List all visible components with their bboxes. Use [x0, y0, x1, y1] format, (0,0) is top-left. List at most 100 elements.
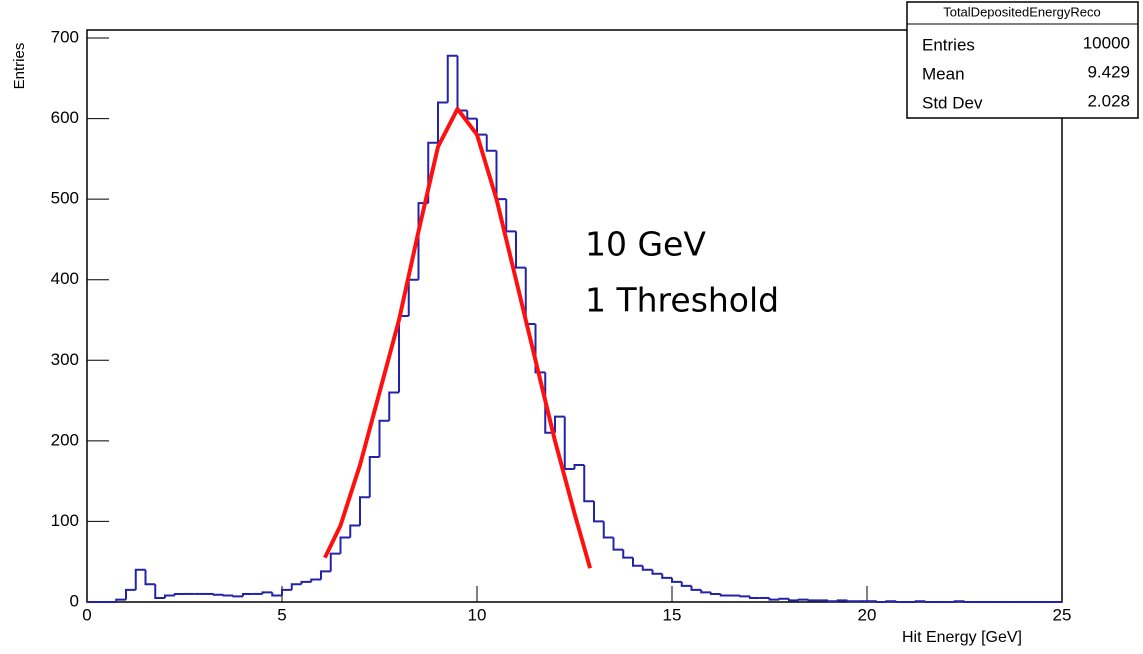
fit-curve [323, 106, 593, 569]
histogram-bin [173, 592, 185, 596]
annotation: 10 GeV [585, 225, 706, 264]
histogram-bin [612, 537, 624, 551]
histogram-bin [212, 593, 224, 596]
histogram-bin [739, 595, 750, 598]
histogram-bin [895, 601, 906, 603]
stats-value: 2.028 [1087, 91, 1130, 110]
y-tick-label: 100 [51, 511, 79, 530]
histogram-bin [115, 598, 126, 602]
histogram-bin [651, 569, 663, 575]
histogram-bin [788, 598, 799, 602]
histogram-bin [963, 601, 975, 603]
x-tick-label: 20 [858, 605, 877, 624]
histogram-bin [485, 134, 497, 152]
stats-label: Mean [922, 64, 965, 83]
histogram-bin [953, 600, 965, 603]
histogram-bin [154, 584, 165, 599]
histogram-bin [320, 570, 331, 580]
histogram-bin [602, 521, 614, 539]
histogram-bin [456, 55, 468, 112]
histogram-bin [554, 415, 565, 433]
histogram-bin [768, 597, 780, 601]
histogram-bin [583, 465, 594, 503]
stats-value: 10000 [1083, 33, 1130, 52]
histogram-bin [437, 101, 448, 143]
annotation: 1 Threshold [585, 281, 779, 320]
histogram-bin [339, 536, 351, 554]
y-tick-label: 0 [70, 591, 79, 610]
histogram-bin [261, 591, 273, 594]
histogram-bin [495, 150, 507, 201]
histogram-bin [885, 600, 897, 603]
histogram-bin [378, 419, 390, 457]
histogram-bin [778, 597, 789, 600]
histogram-bin [563, 416, 575, 471]
histogram-bin [797, 598, 809, 601]
histogram-bin [329, 552, 341, 572]
y-tick-label: 300 [51, 350, 79, 369]
y-tick-label: 400 [51, 269, 79, 288]
histogram-bin [641, 565, 653, 571]
histogram-bin [719, 593, 731, 597]
histogram-bin [534, 324, 546, 374]
histogram-bin [924, 601, 936, 603]
x-tick-label: 0 [82, 605, 91, 624]
histogram-bin [661, 573, 672, 579]
stats-box: TotalDepositedEnergyReco Entries 10000 M… [906, 1, 1139, 119]
histogram-bin [446, 54, 458, 103]
histogram-bin [524, 267, 536, 326]
histogram-bin [359, 496, 370, 526]
histogram-bin [875, 601, 887, 603]
y-tick-label: 700 [51, 27, 79, 46]
x-tick-label: 5 [277, 605, 286, 624]
histogram-bin [690, 585, 702, 591]
histogram-bin [271, 592, 282, 597]
histogram-bin [281, 588, 292, 596]
histogram-bin [242, 592, 253, 597]
stats-frame [906, 1, 1139, 119]
histogram-bin [749, 596, 760, 599]
x-tick-label: 10 [468, 605, 487, 624]
x-axis-label: Hit Energy [GeV] [902, 629, 1022, 646]
histogram-bin [573, 464, 585, 470]
histogram-bin [622, 549, 633, 559]
histogram-bin [680, 581, 692, 587]
histogram-bin [407, 278, 419, 316]
x-tick-label: 25 [1053, 605, 1072, 624]
histogram-bin [134, 568, 146, 590]
histogram-bin [222, 594, 234, 597]
y-tick-label: 500 [51, 189, 79, 208]
histogram-bin [290, 583, 302, 590]
histogram-bin [515, 231, 526, 269]
histogram-bin [505, 199, 516, 233]
histogram-bin [144, 569, 156, 586]
stats-title: TotalDepositedEnergyReco [943, 4, 1101, 19]
histogram-bin [710, 592, 721, 595]
histogram-bin [368, 455, 380, 498]
histogram-bin [388, 391, 399, 421]
histogram-bin [700, 589, 711, 594]
histogram-bin [476, 118, 487, 136]
histogram-bin [232, 595, 243, 598]
y-axis-label: Entries [11, 43, 28, 90]
stats-label: Std Dev [922, 93, 983, 112]
histogram-bin [671, 577, 682, 583]
histogram-bin [807, 599, 819, 602]
histogram-bin [836, 599, 848, 602]
histogram-bin [164, 594, 175, 598]
histogram-bin [846, 600, 858, 603]
histogram-bin [593, 501, 604, 523]
histogram-bin [398, 314, 409, 393]
stats-value: 9.429 [1087, 62, 1130, 81]
histogram-bin [310, 578, 321, 582]
y-tick-label: 600 [51, 108, 79, 127]
stats-label: Entries [922, 35, 975, 54]
histogram-bin [466, 110, 477, 120]
histogram-bin [125, 588, 136, 600]
plot-frame [86, 29, 1063, 603]
histogram-bin [914, 600, 926, 603]
histogram-bin [632, 557, 643, 567]
histogram-bin [300, 580, 312, 585]
y-tick-label: 200 [51, 430, 79, 449]
